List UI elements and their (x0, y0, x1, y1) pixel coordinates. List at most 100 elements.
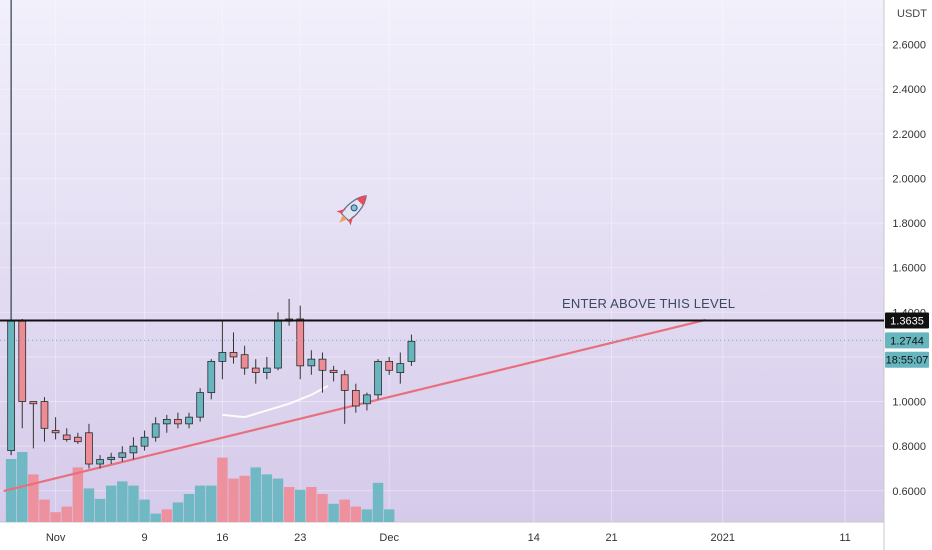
candle-body (251, 367, 260, 373)
volume-bar (161, 509, 173, 522)
candle-body (162, 418, 171, 425)
volume-bar (239, 475, 250, 522)
candle-body (207, 360, 216, 394)
price-tick-label: 1.0000 (892, 397, 926, 409)
price-tick-label: 2.2000 (892, 129, 926, 141)
volume-bar (139, 499, 150, 522)
candle-body (29, 401, 38, 405)
price-tag-box (885, 312, 929, 329)
price-tag-label: 1.3635 (890, 315, 924, 327)
volume-bar (328, 503, 339, 522)
volume-bar (350, 506, 362, 522)
volume-bar (250, 467, 261, 522)
candle-body (240, 354, 249, 369)
volume-bar (128, 485, 139, 522)
time-tick-label: 23 (294, 532, 306, 544)
candle-body (73, 436, 82, 443)
candle-body (51, 430, 60, 434)
candle-body (307, 358, 316, 367)
candle-body (340, 374, 349, 391)
price-tags-layer: 1.3635 1.2744 18:55:07 (885, 312, 929, 368)
price-tick-label: 2.6000 (892, 40, 926, 52)
price-tick-label: 2.0000 (892, 173, 926, 185)
price-tag-label: 1.2744 (890, 335, 924, 347)
volume-bar (94, 498, 106, 522)
volume-bar (105, 485, 117, 522)
candle-body (363, 394, 371, 405)
volume-bar (228, 478, 239, 522)
currency-label: USDT (897, 8, 927, 20)
volume-bar (339, 499, 350, 522)
volume-bar (194, 485, 206, 522)
candle-body (107, 456, 116, 460)
candle-body (18, 320, 27, 402)
candle-body (62, 434, 71, 440)
price-tick-label: 0.6000 (892, 486, 926, 498)
volume-bar (83, 488, 95, 522)
volume-bar (61, 506, 72, 522)
time-tick-label: Nov (46, 532, 66, 544)
white-curve (222, 385, 329, 419)
candle-body (96, 459, 104, 465)
candle-body (374, 360, 382, 396)
candle-body (263, 367, 271, 373)
rocket-icon (336, 195, 367, 226)
time-tick-label: Dec (379, 532, 399, 544)
price-tag-box (885, 332, 929, 349)
annotation-text: ENTER ABOVE THIS LEVEL (562, 296, 735, 311)
volume-bar (72, 467, 84, 522)
volume-bar (317, 494, 328, 522)
candle-body (129, 445, 138, 454)
candle-body (196, 392, 204, 418)
price-tick-label: 1.8000 (892, 218, 926, 230)
volume-bar (150, 513, 161, 522)
candle-body (218, 352, 227, 362)
price-tag-label: 18:55:07 (886, 355, 929, 367)
candle-body (229, 352, 238, 358)
candle-body (385, 360, 394, 371)
candle-body (296, 318, 305, 367)
time-tick-label: 9 (141, 532, 147, 544)
volume-bar (172, 502, 184, 522)
candle-body (318, 358, 327, 371)
time-tick-label: 16 (216, 532, 228, 544)
volume-bar (261, 474, 273, 522)
candle-body (118, 452, 127, 458)
price-axis-background (884, 0, 932, 522)
volume-bar (28, 474, 39, 522)
candle-body (351, 389, 360, 407)
time-tick-label: 21 (605, 532, 617, 544)
price-tag-box (885, 351, 929, 368)
plot-background (0, 0, 884, 522)
volume-bar (372, 482, 384, 522)
price-tick-label: 1.6000 (892, 263, 926, 275)
volume-bar (183, 494, 195, 522)
volume-bar (39, 499, 50, 522)
volume-bar (306, 487, 317, 522)
candle-body (85, 432, 93, 465)
volume-bar (361, 509, 373, 522)
price-tick-label: 0.8000 (892, 441, 926, 453)
price-tick-label: 2.4000 (892, 84, 926, 96)
candle-body (140, 436, 149, 447)
time-tick-label: 11 (839, 532, 850, 544)
time-axis-background (0, 522, 932, 550)
candle-body (396, 363, 405, 373)
candle-body (407, 340, 416, 362)
volume-bar (117, 481, 128, 522)
candle-body (185, 416, 193, 425)
candle-body (151, 423, 160, 438)
volume-bar (217, 457, 228, 522)
volume-bar (283, 487, 295, 522)
volume-bar (383, 509, 395, 522)
candle-body (40, 401, 49, 429)
time-tick-label: 14 (528, 532, 540, 544)
overlay-layer (0, 319, 884, 341)
volume-bar (295, 489, 306, 522)
candle-body (174, 418, 182, 425)
volume-bar (272, 478, 284, 522)
time-tick-label: 2021 (711, 532, 735, 544)
candle-body (274, 320, 282, 369)
